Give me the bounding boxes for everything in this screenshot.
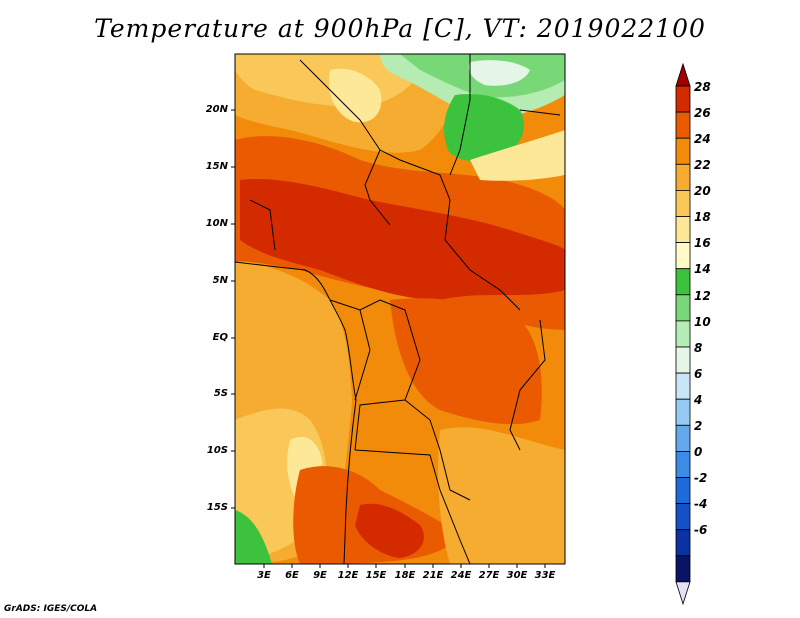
colorbar-label-neg6: -6 (694, 523, 708, 537)
colorbar-label-20: 20 (694, 184, 711, 198)
colorbar-label-neg4: -4 (694, 497, 708, 511)
colorbar-segment (675, 346, 691, 374)
colorbar-label-18: 18 (694, 210, 711, 224)
map-frame (234, 53, 566, 565)
field-northeast-palest (470, 130, 565, 181)
field-sahara-palest (329, 68, 382, 123)
field-south-darkred (355, 503, 424, 558)
lat-label-15s: 15S (206, 502, 228, 513)
colorbar-label-2: 2 (694, 419, 703, 433)
lat-label-15n: 15N (205, 161, 228, 172)
field-southwest-green (235, 510, 272, 564)
colorbar-label-10: 10 (694, 315, 711, 329)
colorbar (675, 62, 691, 606)
colorbar-segment (675, 477, 691, 505)
colorbar-label-26: 26 (694, 106, 711, 120)
lon-label-30e: 30E (506, 570, 528, 581)
lon-label-3e: 3E (257, 570, 271, 581)
colorbar-segment (675, 189, 691, 217)
colorbar-segment (675, 398, 691, 426)
lon-label-6e: 6E (285, 570, 299, 581)
lon-label-18e: 18E (394, 570, 416, 581)
colorbar-label-28: 28 (694, 80, 711, 94)
colorbar-segment (675, 529, 691, 557)
lon-label-12e: 12E (337, 570, 359, 581)
field-northeast-white (468, 60, 530, 86)
colorbar-label-neg2: -2 (694, 471, 708, 485)
field-congo-orange (390, 298, 542, 425)
lon-label-15e: 15E (365, 570, 387, 581)
colorbar-segment (675, 294, 691, 322)
colorbar-label-6: 6 (694, 367, 703, 381)
lon-label-27e: 27E (478, 570, 500, 581)
colorbar-bottom-arrow (675, 581, 691, 606)
colorbar-segment (675, 85, 691, 113)
colorbar-label-24: 24 (694, 132, 711, 146)
country-borders (235, 54, 561, 564)
field-sahel-darkred (240, 179, 565, 300)
lat-label-5n: 5N (212, 275, 228, 286)
lat-label-5s: 5S (213, 388, 228, 399)
colorbar-segment (675, 242, 691, 270)
lat-label-10s: 10S (206, 445, 228, 456)
lon-label-24e: 24E (450, 570, 472, 581)
colorbar-label-16: 16 (694, 236, 711, 250)
colorbar-label-0: 0 (694, 445, 703, 459)
colorbar-label-8: 8 (694, 341, 703, 355)
chart-title: Temperature at 900hPa [C], VT: 201902210… (94, 14, 706, 43)
colorbar-segment (675, 216, 691, 244)
temperature-field (235, 54, 565, 564)
colorbar-segment (675, 111, 691, 139)
colorbar-label-4: 4 (694, 393, 703, 407)
y-ticks (231, 109, 235, 509)
colorbar-segment (675, 163, 691, 191)
colorbar-label-22: 22 (694, 158, 711, 172)
field-southeast-yellow (438, 427, 565, 564)
colorbar-label-14: 14 (694, 262, 711, 276)
grads-credit: GrADS: IGES/COLA (4, 604, 98, 614)
lon-label-9e: 9E (313, 570, 327, 581)
lon-label-33e: 33E (534, 570, 556, 581)
lon-label-21e: 21E (422, 570, 444, 581)
colorbar-segment (675, 320, 691, 348)
colorbar-segment (675, 503, 691, 531)
colorbar-segment (675, 268, 691, 296)
colorbar-segment (675, 372, 691, 400)
x-ticks (263, 564, 546, 568)
colorbar-top-arrow (675, 62, 691, 87)
lat-label-10n: 10N (205, 218, 228, 229)
colorbar-segment (675, 450, 691, 478)
field-northeast-green (444, 93, 524, 162)
lat-label-20n: 20N (205, 104, 228, 115)
lat-label-eq: EQ (212, 332, 228, 343)
colorbar-segment (675, 137, 691, 165)
colorbar-label-12: 12 (694, 289, 711, 303)
colorbar-segment (675, 424, 691, 452)
colorbar-segment (675, 555, 691, 583)
